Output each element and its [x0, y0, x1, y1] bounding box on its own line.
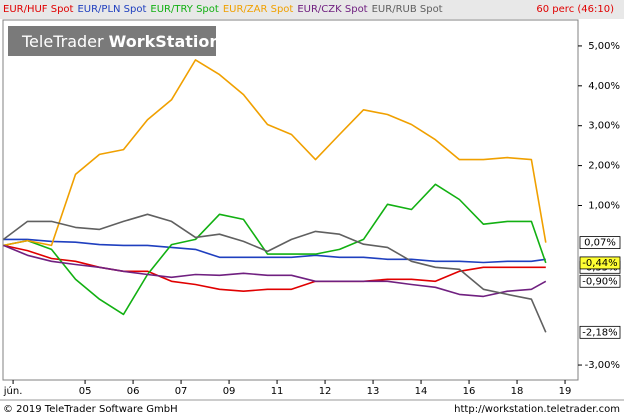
x-tick-label: 16	[463, 386, 476, 397]
x-tick-label: 09	[223, 386, 236, 397]
x-tick-label: 14	[415, 386, 428, 397]
end-value-box	[579, 325, 621, 339]
x-tick-label: jún.	[3, 385, 23, 397]
legend-entry: EUR/CZK Spot	[297, 4, 367, 15]
end-value-box	[579, 256, 621, 270]
watermark: TeleTrader WorkStation	[21, 32, 221, 51]
legend-entry: EUR/ZAR Spot	[223, 4, 294, 15]
y-tick-label: 1,00%	[588, 200, 620, 211]
x-tick-label: 05	[79, 386, 92, 397]
x-tick-label: 13	[367, 386, 380, 397]
end-value-label: -0,90%	[582, 276, 617, 287]
series-line	[3, 59, 547, 247]
legend-bar	[0, 0, 624, 19]
y-tick-label: 4,00%	[588, 81, 620, 92]
series-line	[3, 213, 547, 333]
legend-entry: EUR/RUB Spot	[372, 4, 443, 15]
x-tick-label: 19	[559, 386, 572, 397]
legend-entry: EUR/HUF Spot	[3, 4, 74, 15]
series-line	[3, 183, 547, 316]
plot-frame	[2, 19, 579, 381]
x-axis-bar	[0, 381, 624, 400]
end-value-label: -0,44%	[582, 258, 617, 269]
watermark-product: WorkStation	[109, 32, 221, 51]
footer-url: http://workstation.teletrader.com	[454, 404, 620, 415]
end-value-box	[579, 274, 621, 288]
series-line	[3, 244, 547, 298]
y-tick-label: 2,00%	[588, 161, 620, 172]
watermark-brand: TeleTrader	[21, 32, 104, 51]
period-label: 60 perc (46:10)	[536, 4, 614, 15]
x-tick-label: 11	[271, 386, 284, 397]
end-value-box	[579, 236, 621, 249]
y-tick-label: 5,00%	[588, 41, 620, 52]
legend-entry: EUR/TRY Spot	[150, 4, 218, 15]
y-tick-label: 3,00%	[588, 121, 620, 132]
end-value-label: 0,07%	[584, 238, 616, 249]
legend-entry: EUR/PLN Spot	[77, 4, 146, 15]
x-tick-label: 18	[511, 386, 524, 397]
x-tick-label: 12	[319, 386, 332, 397]
watermark-box	[8, 26, 216, 56]
x-tick-label: 07	[175, 386, 188, 397]
x-tick-label: 06	[127, 386, 140, 397]
y-tick-label: -3,00%	[585, 360, 620, 371]
series-line	[3, 238, 546, 264]
end-value-label: -2,18%	[582, 327, 617, 338]
footer-copyright: © 2019 TeleTrader Software GmbH	[3, 404, 178, 415]
